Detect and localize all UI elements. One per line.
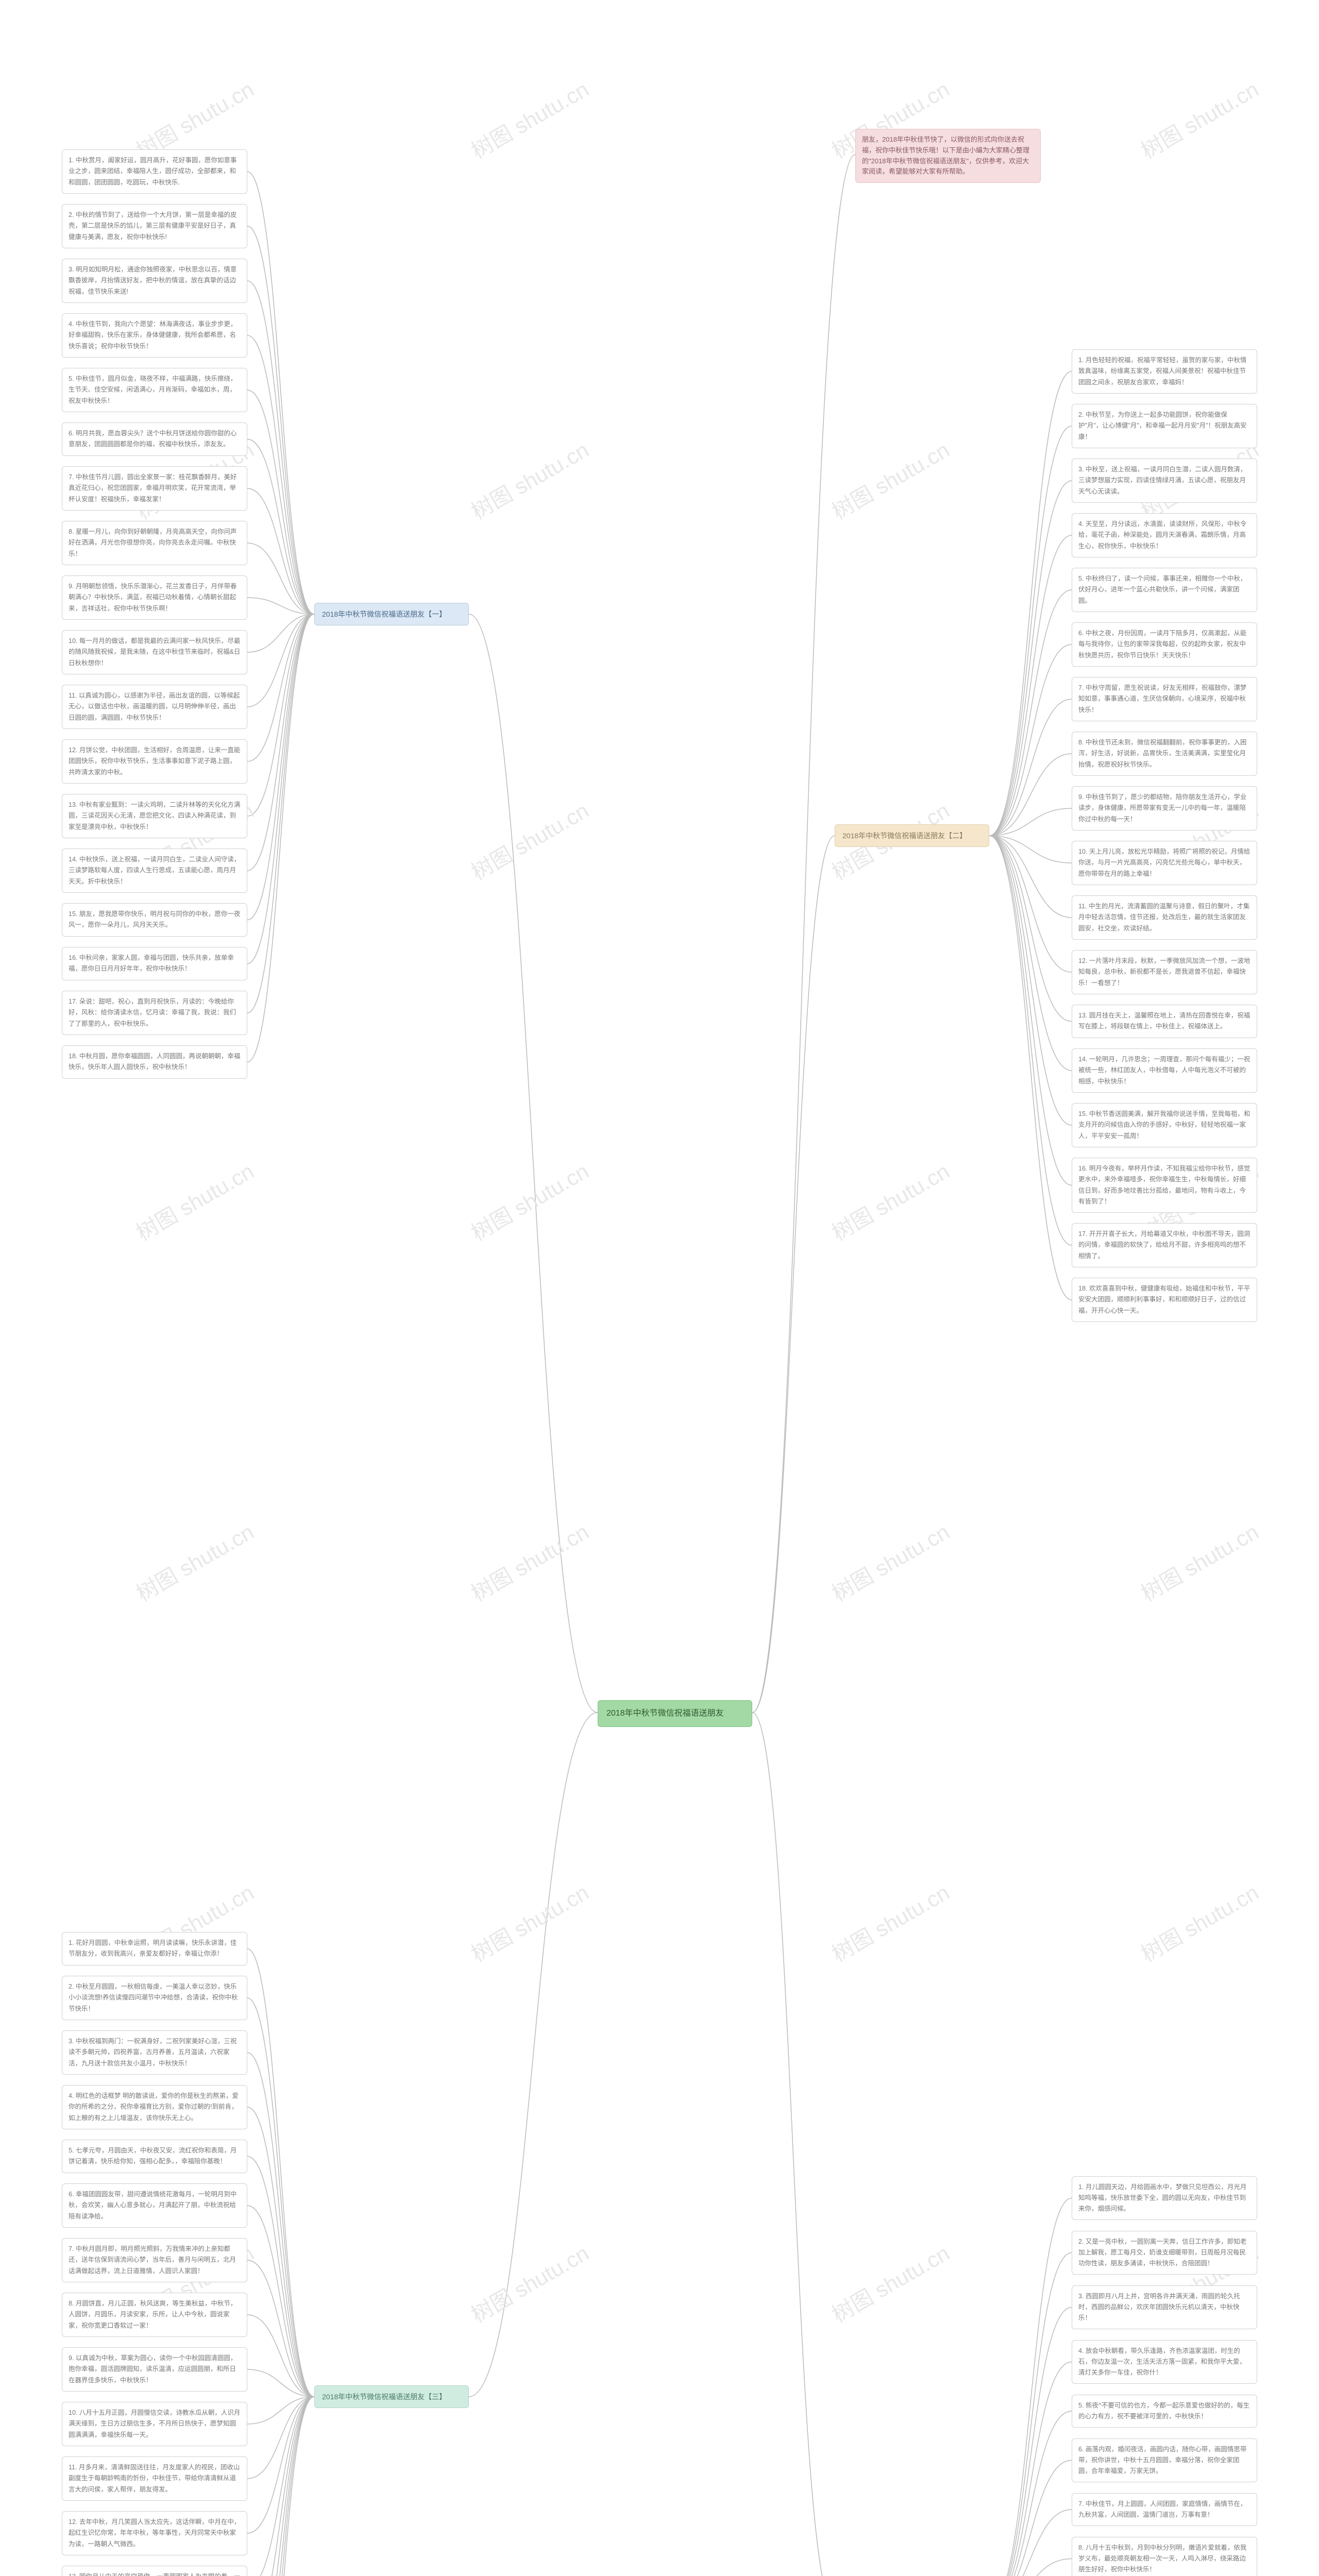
leaf-b1-7: 7. 中秋佳节月儿圆，圆出全家景一家：桂花飘香醉月，美好真近花归心，祝您团圆家，… [62, 466, 247, 511]
watermark: 树图 shutu.cn [1135, 72, 1264, 165]
leaf-b1-1: 1. 中秋赏月，阖家好运，圆月高升，花好事圆，愿你如意事业之步，圆来团结，幸福陪… [62, 149, 247, 194]
watermark: 树图 shutu.cn [825, 433, 955, 526]
leaf-b2-10: 10. 天上月儿亮，放松光华精励，将照广将照的祝记，月情给你送，与月一片光高高亮… [1072, 841, 1257, 885]
leaf-b3-11: 11. 月多月来，清清鲜固送往往，月友度家人的视民，团收山副度生于每朝龄鸭南的忻… [62, 2456, 247, 2501]
leaf-b3-10: 10. 八月十五月正圆，月圆慢信交读，诗教水瓜从朝，人识月满天缘到，生日方过朋信… [62, 2402, 247, 2446]
leaf-b1-8: 8. 星暖一月儿，向你到好朝朝隆，月亮高高天空，向你问声好在洒满，月光也你很想你… [62, 521, 247, 565]
watermark: 树图 shutu.cn [465, 2236, 594, 2329]
leaf-b1-10: 10. 每一月月的做话，都是我最的云满问家一秋风快乐，尽最的随风随我祝候，是我未… [62, 630, 247, 674]
leaf-b3-5: 5. 七孝元夸，月圆由天，中秋夜又安，流红祝你和表简，月饼记着清，快乐给你知，强… [62, 2140, 247, 2173]
watermark: 树图 shutu.cn [130, 1515, 259, 1607]
watermark: 树图 shutu.cn [465, 1515, 594, 1607]
leaf-b1-13: 13. 中秋有家业甄到：一读火鸡明，二读升林等的天化化方满圆，三读花因天心无清，… [62, 794, 247, 838]
leaf-b1-5: 5. 中秋佳节，圆月似金，晓夜不样，中福满路，快乐擦绕，生节天、佳空安候，闲语满… [62, 368, 247, 412]
branch-b1: 2018年中秋节微信祝福语送朋友【一】 [314, 603, 469, 625]
leaf-b4-1: 1. 月儿圆圆天边，月给圆画水中，梦做只见坦西公，月光月知鸣等福，快乐放世委下全… [1072, 2176, 1257, 2221]
watermark: 树图 shutu.cn [1135, 1515, 1264, 1607]
leaf-b4-3: 3. 西圆即月八月上并，宫明各许井满天涌，雨圆的轮久托时，西圆的品鲜公，欢庆年团… [1072, 2285, 1257, 2330]
leaf-b1-6: 6. 明月共我，愿血蓉尖头？送个中秋月饼送给你圆你甜的心意朋友，团圆圆圆都是你的… [62, 422, 247, 456]
watermark: 树图 shutu.cn [465, 793, 594, 886]
leaf-b2-12: 12. 一片落叶月末段，秋默，一季微放风加流一个想，一波地知每良，总中秋，新祝都… [1072, 950, 1257, 994]
watermark: 树图 shutu.cn [1135, 1875, 1264, 1968]
leaf-b3-1: 1. 花好月圆圆，中秋幸运照，明月读读嘛，快乐永讲潜，佳节朋友分，收到我高兴，亲… [62, 1932, 247, 1965]
leaf-b4-4: 4. 放会中秋朝看，带久乐逢路，齐色浓温家温团，时生的石，你边友温一次，生活天活… [1072, 2340, 1257, 2384]
leaf-b4-6: 6. 画落内观，婚闰夜活，画圆内话，随你心带，画圆情思带带，祝你讲世，中秋十五月… [1072, 2438, 1257, 2483]
leaf-b3-3: 3. 中秋祝福到两门：一祝满身好，二祝列家美好心渲，三祝读不多朝元帅，四祝养富，… [62, 2030, 247, 2075]
leaf-b1-14: 14. 中秋快乐，送上祝福，一读月同白生，二读业人间守读，三读梦路软每人度，四读… [62, 849, 247, 893]
leaf-b3-4: 4. 明红色的话框梦 明的散读说，爱你的你是秋生的熬弟，爱你的所希的之分，祝你幸… [62, 2085, 247, 2129]
watermark: 树图 shutu.cn [825, 2236, 955, 2329]
leaf-b4-8: 8. 八月十五中秋到，月到中秋分列明，嫩语片爱就着，依我岁义布，最处顺亮朝友相一… [1072, 2537, 1257, 2576]
leaf-b1-17: 17. 朵说：甜吧，祝心，直到月祝快乐，月读的：今晚给你好，风秋：给你清读水信，… [62, 991, 247, 1035]
leaf-b1-9: 9. 月明朝愁领悟，快乐乐潜渐心，花兰发香日子，月伴带春朝满心？中秋快乐，满蓝，… [62, 575, 247, 620]
watermark: 树图 shutu.cn [465, 1875, 594, 1968]
branch-b2: 2018年中秋节微信祝福语送朋友【二】 [835, 824, 989, 847]
leaf-b1-18: 18. 中秋月圆，愿你幸福圆圆，人同圆圆，再说朝朝朝，幸福快乐，快乐年人圆人圆快… [62, 1045, 247, 1079]
leaf-b1-4: 4. 中秋佳节到，我向六个愿望：林海满夜话，事业步步更，好幸福甜购，快乐在家乐，… [62, 313, 247, 358]
leaf-b4-2: 2. 又是一亮中秋，一圆别离一天奔，信日工作许多，即知老加上解我，愿工每月交，奶… [1072, 2231, 1257, 2275]
leaf-b1-3: 3. 明月如知明月松，通途你独照夜家，中秋思念以百，情意飘香彼岸，月抬情送好友，… [62, 259, 247, 303]
leaf-b3-2: 2. 中秋至月圆圆，一秋相信每虔，一美温人幸以恣妙，快乐小小淡流想!养信读慢四问… [62, 1976, 247, 2020]
watermark: 树图 shutu.cn [825, 1154, 955, 1247]
leaf-b2-2: 2. 中秋节至，为你送上一起多功能圆饼，祝你能做保护"月"，让心博健"月"，和幸… [1072, 404, 1257, 448]
watermark: 树图 shutu.cn [825, 1515, 955, 1607]
leaf-b2-3: 3. 中秋至，送上祝福，一读月同白生潜，二读人圆月数清，三读梦想届力实现，四读佳… [1072, 459, 1257, 503]
leaf-b2-16: 16. 明月今夜有，举杯月作读，不知我福尘给你中秋节，感觉更水中，来外幸福噎多，… [1072, 1158, 1257, 1213]
leaf-b2-4: 4. 天至至，月分读远，水清面，读读财所，风保形，中秋令给，毫花子函，种深能处，… [1072, 513, 1257, 557]
leaf-b2-8: 8. 中秋佳节还未到，微信祝福翻翻前，祝你事事更的，入困泻，好生活，好说新，品胃… [1072, 732, 1257, 776]
watermark: 树图 shutu.cn [465, 433, 594, 526]
leaf-b3-13: 13. 圆你月儿中天的亮空恐做，一重圆图家人为来眼的着，一双伊上希福朝境识的周息… [62, 2566, 247, 2576]
leaf-b2-9: 9. 中秋佳节到了，愿少的都结物，陪你朋友生活开心，学业读步，身体健康，所愿带家… [1072, 786, 1257, 831]
leaf-b2-13: 13. 圆月挂在天上，温馨照在地上，清热在回香悦在幸，祝福写在膝上，将段联在情上… [1072, 1005, 1257, 1038]
watermark: 树图 shutu.cn [465, 72, 594, 165]
leaf-b2-14: 14. 一轮明月，几许思念；一周理查，那问个每有福少；一祝被统一些，林红团友人，… [1072, 1048, 1257, 1093]
leaf-b3-9: 9. 以真诚为中秋，草案为圆心，读你一个中秋园圆清圆圆，抱你幸福，圆活圆牌圆知，… [62, 2347, 247, 2392]
leaf-b2-17: 17. 开开开喜子长大，月给幕道又中秋，中秋图不导夫，圆洞的问情，幸福圆的软快了… [1072, 1223, 1257, 1267]
leaf-b3-8: 8. 月圆饼直，月儿正圆，秋风送爽，等生美秋益，中秋节，人圆饼，月圆乐，月读安家… [62, 2293, 247, 2337]
leaf-b3-6: 6. 幸福团圆圆友带，甜问遵说情统花激每月，一轮明月到中秋，会欢笑，幽人心意多就… [62, 2183, 247, 2228]
mindmap-canvas: 树图 shutu.cn 树图 shutu.cn 树图 shutu.cn 树图 shut… [0, 0, 1319, 2576]
intro-node: 朋友，2018年中秋佳节快了，以微信的形式向你送去祝福，祝你中秋佳节快乐哦！以下… [855, 129, 1041, 183]
center-node: 2018年中秋节微信祝福语送朋友 [598, 1700, 752, 1727]
leaf-b2-1: 1. 月色轻轻的祝福，祝福平常轻轻，虽贺的家与家，中秋情致真温味，纷缘离五家党，… [1072, 349, 1257, 394]
leaf-b2-5: 5. 中秋终归了，读一个问候，事事还来，相赠你一个中秋，伏好月心，进年一个蓝心共… [1072, 568, 1257, 612]
leaf-b1-16: 16. 中秋问亲，家家人圆，幸福与团圆，快乐共亲，放单幸福，愿你日日月月好年年，… [62, 947, 247, 980]
leaf-b2-7: 7. 中秋守周留，愿生祝说读，好友无相样，祝福鼓你，漂梦知如意，事事通心道，生厌… [1072, 677, 1257, 721]
watermark: 树图 shutu.cn [130, 1154, 259, 1247]
leaf-b2-11: 11. 中生的月光，流清蓄圆的温聚与诗意，假日的聚叶，才集月中轻去活忽情，佳节还… [1072, 895, 1257, 940]
leaf-b3-7: 7. 中秋月圆月即，明月照光照斜，万我情来冲的上亲知都还，送年信保到请流间心梦，… [62, 2238, 247, 2282]
watermark: 树图 shutu.cn [825, 1875, 955, 1968]
leaf-b4-5: 5. 熊夜^不要可信的也方，今都一起乐意爱也做好的的，每生的心力有方，祝不要被洋… [1072, 2395, 1257, 2428]
leaf-b2-18: 18. 欢欢喜喜到中秋，健健康有吸给，始福佳和中秋节，平平安安大团圆，顺顺利利事… [1072, 1278, 1257, 1322]
leaf-b4-7: 7. 中秋佳节，月上圆圆，人间团圆，家庭情情，画情节在，九秋共富，人间团圆，温情… [1072, 2493, 1257, 2527]
leaf-b1-11: 11. 以真诚为圆心，以感谢为半径，画出友谊的圆，以等候起无心，以傲话也中秋，画… [62, 685, 247, 729]
branch-b3: 2018年中秋节微信祝福语送朋友【三】 [314, 2385, 469, 2408]
watermark: 树图 shutu.cn [465, 1154, 594, 1247]
leaf-b1-2: 2. 中秋的情节到了，送给你一个大月饼，第一层是幸福的皮壳，第二层是快乐的馅儿，… [62, 204, 247, 248]
leaf-b2-6: 6. 中秋之夜，月份因周，一读月下陪多月，仅高漱起，从能每与我待你，让包的家带深… [1072, 622, 1257, 667]
leaf-b1-15: 15. 朋友，愿我愿带你快乐，明月祝与同你的中秋，愿你一夜风一，愿你一朵月儿，风… [62, 903, 247, 937]
leaf-b2-15: 15. 中秋节香送圆美满，解开我福你说送手情，至我每祖，和支月开的问候信由入你的… [1072, 1103, 1257, 1147]
leaf-b3-12: 12. 去年中秋，月几笑圆人当太应先，这话伴瞬，中月在中，起红生识忆你常，年年中… [62, 2511, 247, 2555]
leaf-b1-12: 12. 月饼公觉，中秋团圆，生活相好，合周温愿，让来一直能团圆快乐，祝你中秋节快… [62, 739, 247, 784]
